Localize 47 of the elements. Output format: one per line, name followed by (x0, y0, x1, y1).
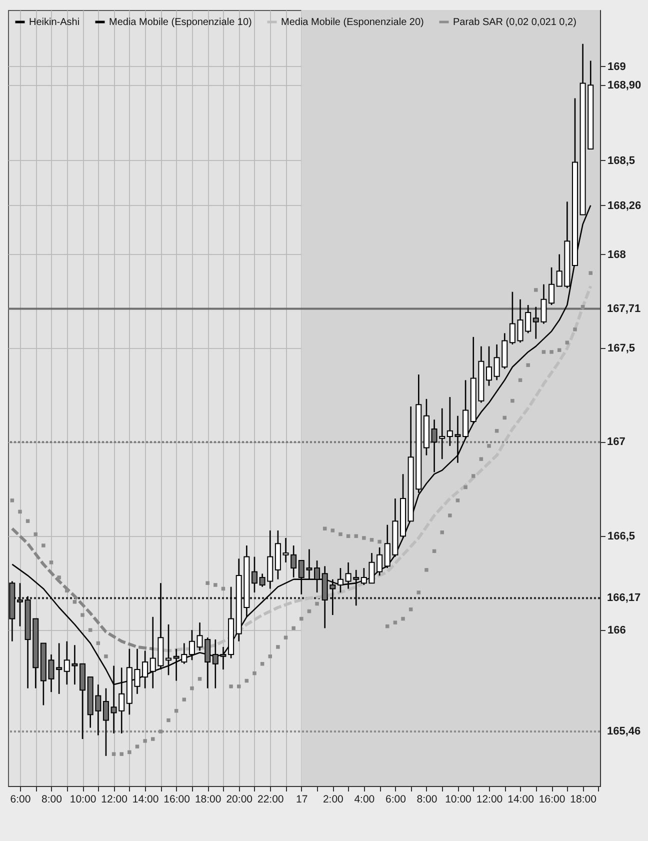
candlestick (102, 688, 109, 757)
candlestick (509, 291, 516, 346)
y-tick-label: 166,5 (608, 530, 636, 543)
legend-label: Parab SAR (0,02 0,021 0,2) (453, 17, 576, 28)
y-tick-label: 168 (608, 248, 626, 261)
candlestick (548, 266, 555, 306)
y-tick-label: 166 (608, 624, 626, 637)
candlestick (337, 567, 344, 594)
candlestick (16, 582, 23, 627)
x-tick-label: 8:00 (416, 794, 438, 806)
x-tick-label: 10:00 (445, 794, 472, 806)
legend-label: Media Mobile (Esponenziale 10) (109, 17, 252, 28)
ref-line-label: 167 (607, 436, 626, 448)
x-tick-label: 14:00 (508, 794, 534, 806)
legend-label: Heikin-Ashi (29, 17, 80, 28)
x-tick-label: 17 (296, 794, 308, 806)
x-tick-label: 8:00 (42, 794, 62, 806)
candlestick (314, 560, 320, 594)
x-tick-label: 20:00 (226, 794, 253, 806)
y-tick-label: 169 (608, 60, 626, 73)
ref-line-label: 166,17 (607, 592, 641, 604)
x-tick-label: 16:00 (164, 794, 190, 806)
y-tick-label: 167,5 (608, 342, 636, 355)
y-tick-label: 168,5 (608, 154, 636, 167)
ref-line-label: 167,71 (607, 302, 641, 315)
x-tick-label: 12:00 (476, 794, 503, 806)
y-tick-label: 168,26 (608, 200, 642, 212)
x-tick-label: 22:00 (257, 794, 284, 806)
candlestick (486, 346, 492, 386)
x-tick-label: 12:00 (101, 794, 128, 806)
x-tick-label: 18:00 (570, 794, 597, 806)
x-tick-label: 6:00 (10, 794, 31, 806)
x-tick-label: 2:00 (322, 794, 344, 806)
candlestick (166, 624, 172, 676)
x-tick-label: 6:00 (385, 794, 406, 806)
candlestick (251, 556, 258, 594)
legend-label: Media Mobile (Esponenziale 20) (281, 17, 424, 28)
ref-line-label: 165,46 (607, 726, 641, 738)
candlestick (188, 629, 195, 661)
candlestick (376, 546, 383, 576)
x-tick-label: 10:00 (70, 794, 96, 806)
line-series (10, 527, 154, 650)
x-tick-label: 16:00 (538, 794, 566, 806)
x-tick-label: 14:00 (132, 794, 159, 806)
y-tick-label: 168,90 (608, 80, 642, 92)
x-tick-label: 18:00 (194, 794, 222, 806)
x-tick-label: 4:00 (354, 794, 375, 806)
